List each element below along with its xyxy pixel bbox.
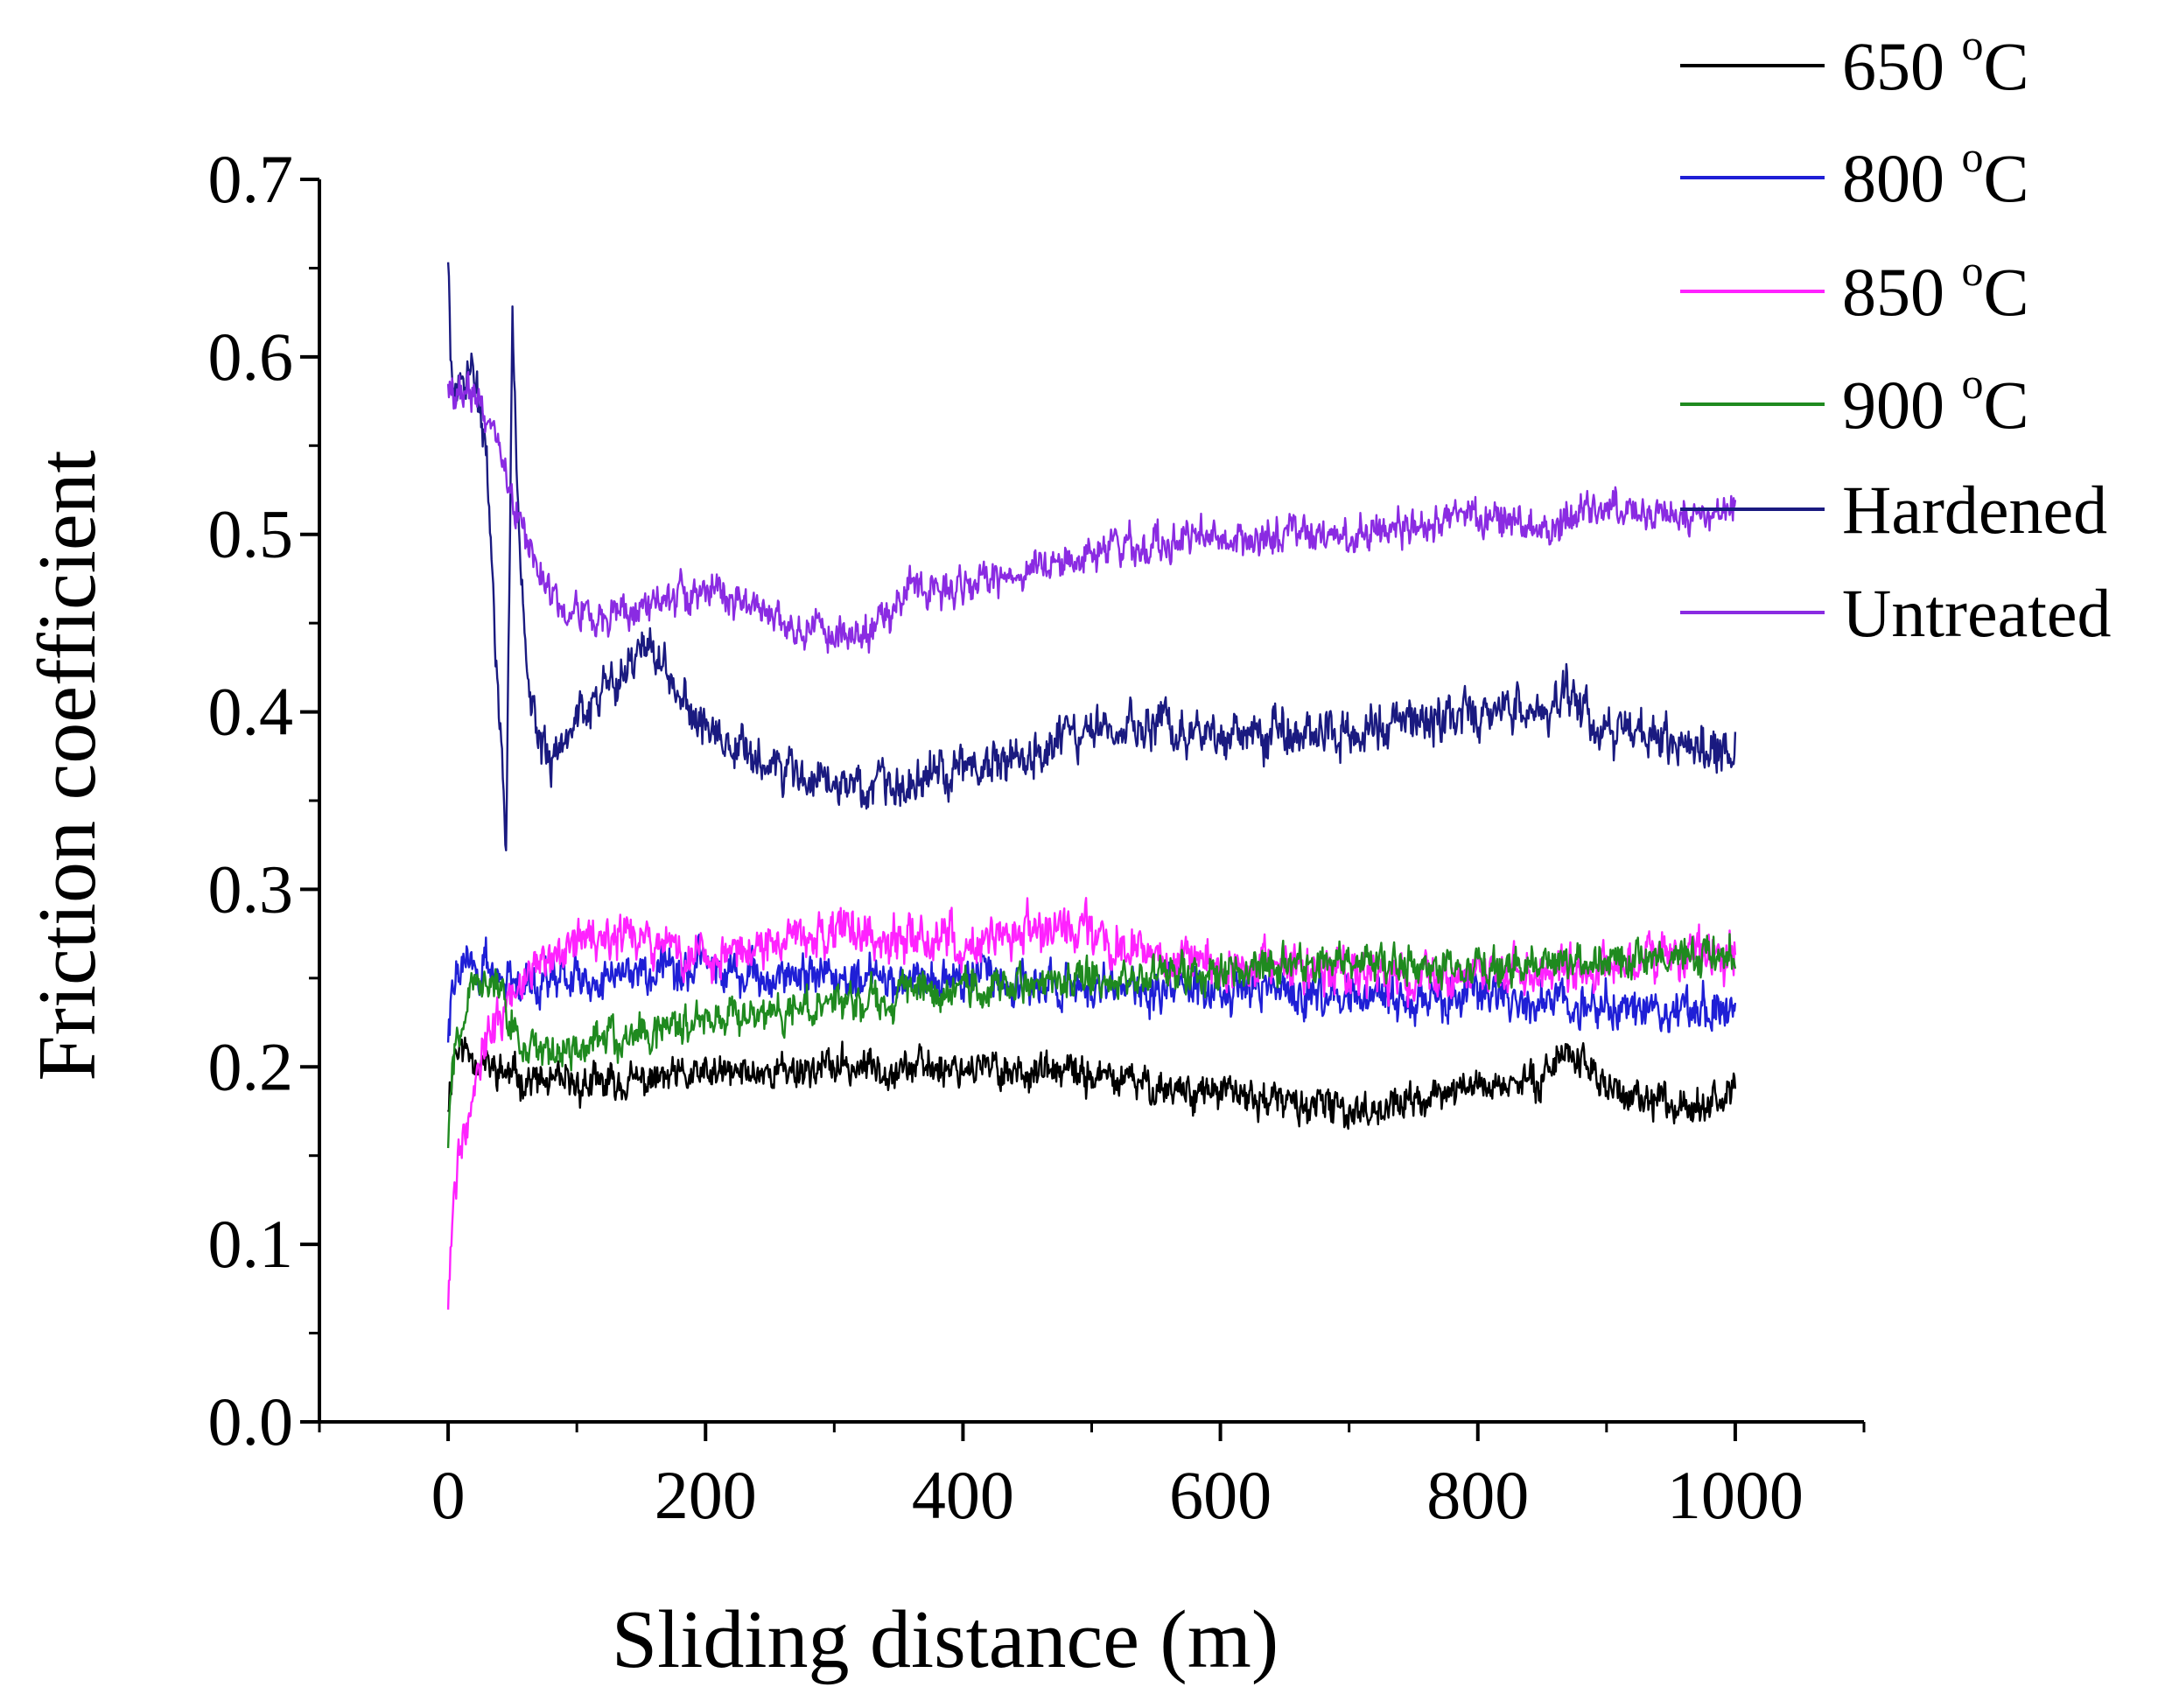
legend-label-main: 650	[1842, 28, 1962, 104]
legend-label-main: 800	[1842, 140, 1962, 216]
legend-label-unit: C	[1984, 254, 2029, 330]
legend-label-main: Hardened	[1842, 472, 2107, 548]
series-line	[446, 371, 1737, 654]
y-tick-label: 0.2	[208, 1028, 294, 1104]
legend-item: Untreated	[1680, 575, 2112, 651]
legend-item: Hardened	[1680, 472, 2107, 548]
y-tick-label: 0.6	[208, 318, 294, 395]
legend-label: Hardened	[1842, 472, 2107, 548]
legend-label-sup: o	[1962, 20, 1984, 69]
legend-label-unit: C	[1984, 140, 2029, 216]
legend-label-sup: o	[1962, 246, 1984, 295]
x-tick-label: 200	[655, 1457, 757, 1533]
y-tick-label: 0.3	[208, 850, 294, 927]
legend-label-sup: o	[1962, 359, 1984, 408]
series-line	[446, 1036, 1737, 1130]
legend-item: 900 oC	[1680, 359, 2029, 443]
y-tick-label: 0.5	[208, 496, 294, 572]
legend-label-unit: C	[1984, 367, 2029, 443]
legend-item: 850 oC	[1680, 246, 2029, 330]
legend-label-sup: o	[1962, 132, 1984, 181]
series-line	[446, 933, 1737, 1149]
legend-label: 900 oC	[1842, 359, 2029, 443]
legend-label-main: Untreated	[1842, 575, 2112, 651]
x-tick-label: 600	[1169, 1457, 1272, 1533]
x-tick-label: 800	[1426, 1457, 1529, 1533]
y-tick-label: 0.1	[208, 1206, 294, 1282]
legend-label: 650 oC	[1842, 20, 2029, 104]
legend-item: 800 oC	[1680, 132, 2029, 216]
series-line	[446, 262, 1737, 851]
legend-label-main: 850	[1842, 254, 1962, 330]
y-axis-title: Friction coefficient	[22, 450, 113, 1081]
plot-lines	[446, 262, 1737, 1310]
legend-label: 850 oC	[1842, 246, 2029, 330]
legend-label-unit: C	[1984, 28, 2029, 104]
y-tick-label: 0.7	[208, 141, 294, 217]
legend-label: 800 oC	[1842, 132, 2029, 216]
legend-label-main: 900	[1842, 367, 1962, 443]
x-tick-label: 1000	[1667, 1457, 1804, 1533]
legend-label: Untreated	[1842, 575, 2112, 651]
series-line	[446, 934, 1737, 1043]
x-tick-label: 400	[912, 1457, 1014, 1533]
legend-item: 650 oC	[1680, 20, 2029, 104]
y-tick-label: 0.0	[208, 1383, 294, 1460]
y-tick-label: 0.4	[208, 674, 294, 750]
x-tick-label: 0	[431, 1457, 466, 1533]
axes: 0.0 0.1 0.2 0.3 0.4 0.5 0.6 0.7 0 200 400 600 800 100…	[208, 141, 1866, 1533]
x-axis-title: Sliding distance (m)	[612, 1594, 1279, 1685]
